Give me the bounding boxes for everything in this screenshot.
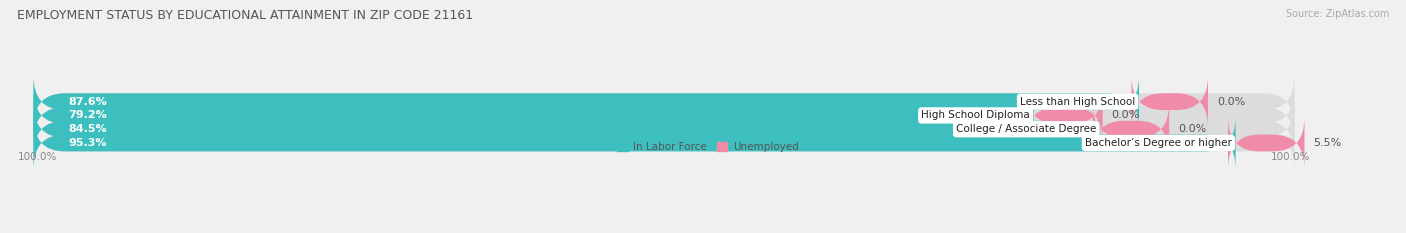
Legend: In Labor Force, Unemployed: In Labor Force, Unemployed — [613, 138, 803, 156]
FancyBboxPatch shape — [34, 117, 1295, 169]
FancyBboxPatch shape — [34, 76, 1139, 128]
Text: Source: ZipAtlas.com: Source: ZipAtlas.com — [1285, 9, 1389, 19]
Text: High School Diploma: High School Diploma — [921, 110, 1031, 120]
FancyBboxPatch shape — [34, 89, 1295, 141]
FancyBboxPatch shape — [34, 76, 1295, 128]
Text: 5.5%: 5.5% — [1313, 138, 1341, 148]
FancyBboxPatch shape — [1092, 103, 1170, 155]
FancyBboxPatch shape — [1026, 89, 1102, 141]
Text: 87.6%: 87.6% — [69, 97, 107, 107]
Text: 100.0%: 100.0% — [1271, 151, 1310, 161]
FancyBboxPatch shape — [1132, 76, 1208, 128]
Text: 95.3%: 95.3% — [69, 138, 107, 148]
Text: 0.0%: 0.0% — [1216, 97, 1246, 107]
FancyBboxPatch shape — [34, 89, 1033, 141]
FancyBboxPatch shape — [34, 103, 1295, 155]
Text: Bachelor’s Degree or higher: Bachelor’s Degree or higher — [1085, 138, 1232, 148]
Text: College / Associate Degree: College / Associate Degree — [956, 124, 1097, 134]
Text: 84.5%: 84.5% — [69, 124, 107, 134]
Text: 100.0%: 100.0% — [17, 151, 56, 161]
Text: 0.0%: 0.0% — [1178, 124, 1206, 134]
FancyBboxPatch shape — [34, 117, 1236, 169]
FancyBboxPatch shape — [1227, 117, 1305, 169]
FancyBboxPatch shape — [34, 103, 1099, 155]
Text: EMPLOYMENT STATUS BY EDUCATIONAL ATTAINMENT IN ZIP CODE 21161: EMPLOYMENT STATUS BY EDUCATIONAL ATTAINM… — [17, 9, 472, 22]
Text: 0.0%: 0.0% — [1112, 110, 1140, 120]
Text: Less than High School: Less than High School — [1019, 97, 1135, 107]
Text: 79.2%: 79.2% — [69, 110, 107, 120]
